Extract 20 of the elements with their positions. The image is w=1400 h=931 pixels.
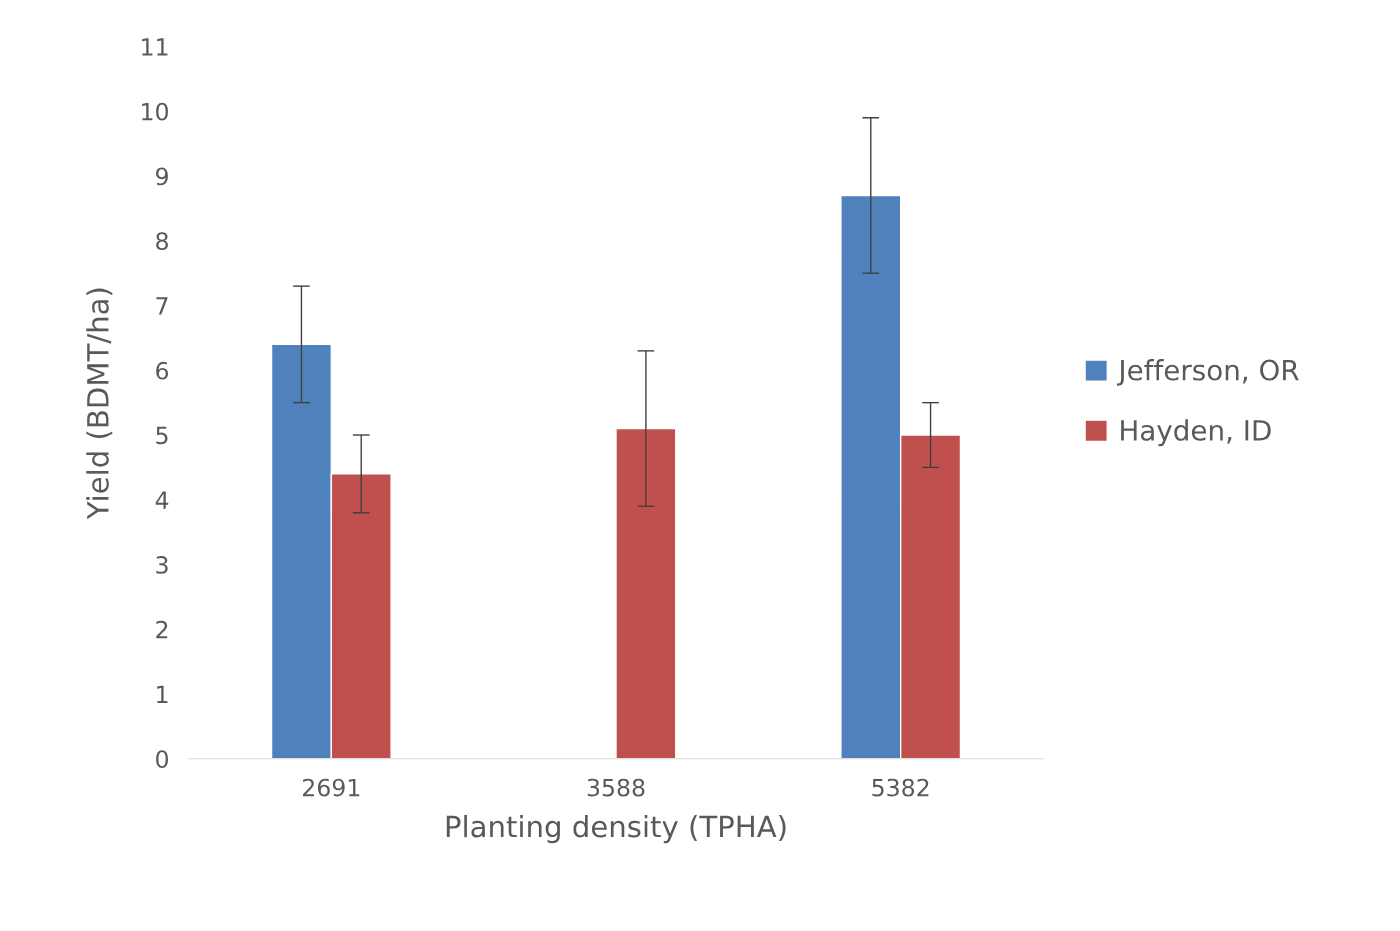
bar [615,427,677,759]
x-tick-label: 3588 [587,778,645,797]
y-tick-label: 0 [156,750,168,769]
y-tick-label: 1 [157,685,168,703]
x-axis-title: Planting density (TPHA) [446,814,786,844]
x-tick-label: 5382 [872,778,929,797]
y-tick-label: 10 [142,102,168,121]
y-tick-label: 11 [142,38,168,56]
y-axis-title: Yield (BDMT/ha) [86,288,113,520]
y-tick-label: 4 [155,491,169,509]
legend-label: Hayden, ID [1121,419,1271,447]
y-tick-label: 3 [156,555,168,574]
y-tick-label: 8 [156,232,168,251]
y-tick-label: 7 [156,297,168,315]
y-tick-label: 9 [156,167,168,186]
legend-label: Jefferson, OR [1116,359,1299,386]
x-tick-label: 2691 [303,778,360,797]
y-tick-label: 5 [156,426,168,445]
y-tick-label: 2 [156,620,168,639]
y-tick-label: 6 [156,361,169,380]
